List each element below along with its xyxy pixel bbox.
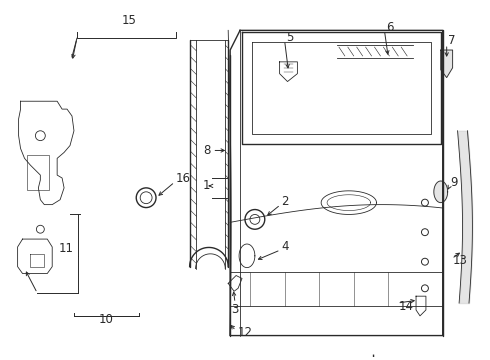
Circle shape	[421, 199, 428, 206]
Circle shape	[245, 210, 265, 229]
Text: 6: 6	[387, 21, 394, 34]
Text: 16: 16	[176, 171, 191, 185]
Text: 10: 10	[99, 313, 114, 326]
Text: 2: 2	[282, 195, 289, 208]
Text: 3: 3	[231, 303, 239, 316]
Text: 4: 4	[282, 240, 289, 253]
Text: 12: 12	[238, 326, 253, 339]
Polygon shape	[434, 181, 448, 203]
Text: 14: 14	[398, 300, 413, 312]
Text: 5: 5	[287, 31, 294, 44]
Circle shape	[421, 229, 428, 236]
Polygon shape	[441, 50, 453, 78]
Circle shape	[35, 131, 45, 141]
Text: 1: 1	[203, 179, 210, 192]
Circle shape	[421, 285, 428, 292]
Bar	[27, 156, 49, 190]
Text: 15: 15	[122, 14, 137, 27]
Circle shape	[36, 225, 44, 233]
Text: 13: 13	[453, 254, 467, 267]
Circle shape	[421, 258, 428, 265]
Text: 11: 11	[59, 242, 74, 255]
Text: 7: 7	[448, 34, 455, 47]
Text: 9: 9	[451, 176, 458, 189]
Circle shape	[140, 192, 152, 204]
Text: 8: 8	[203, 144, 210, 157]
Circle shape	[136, 188, 156, 208]
Circle shape	[250, 215, 260, 224]
